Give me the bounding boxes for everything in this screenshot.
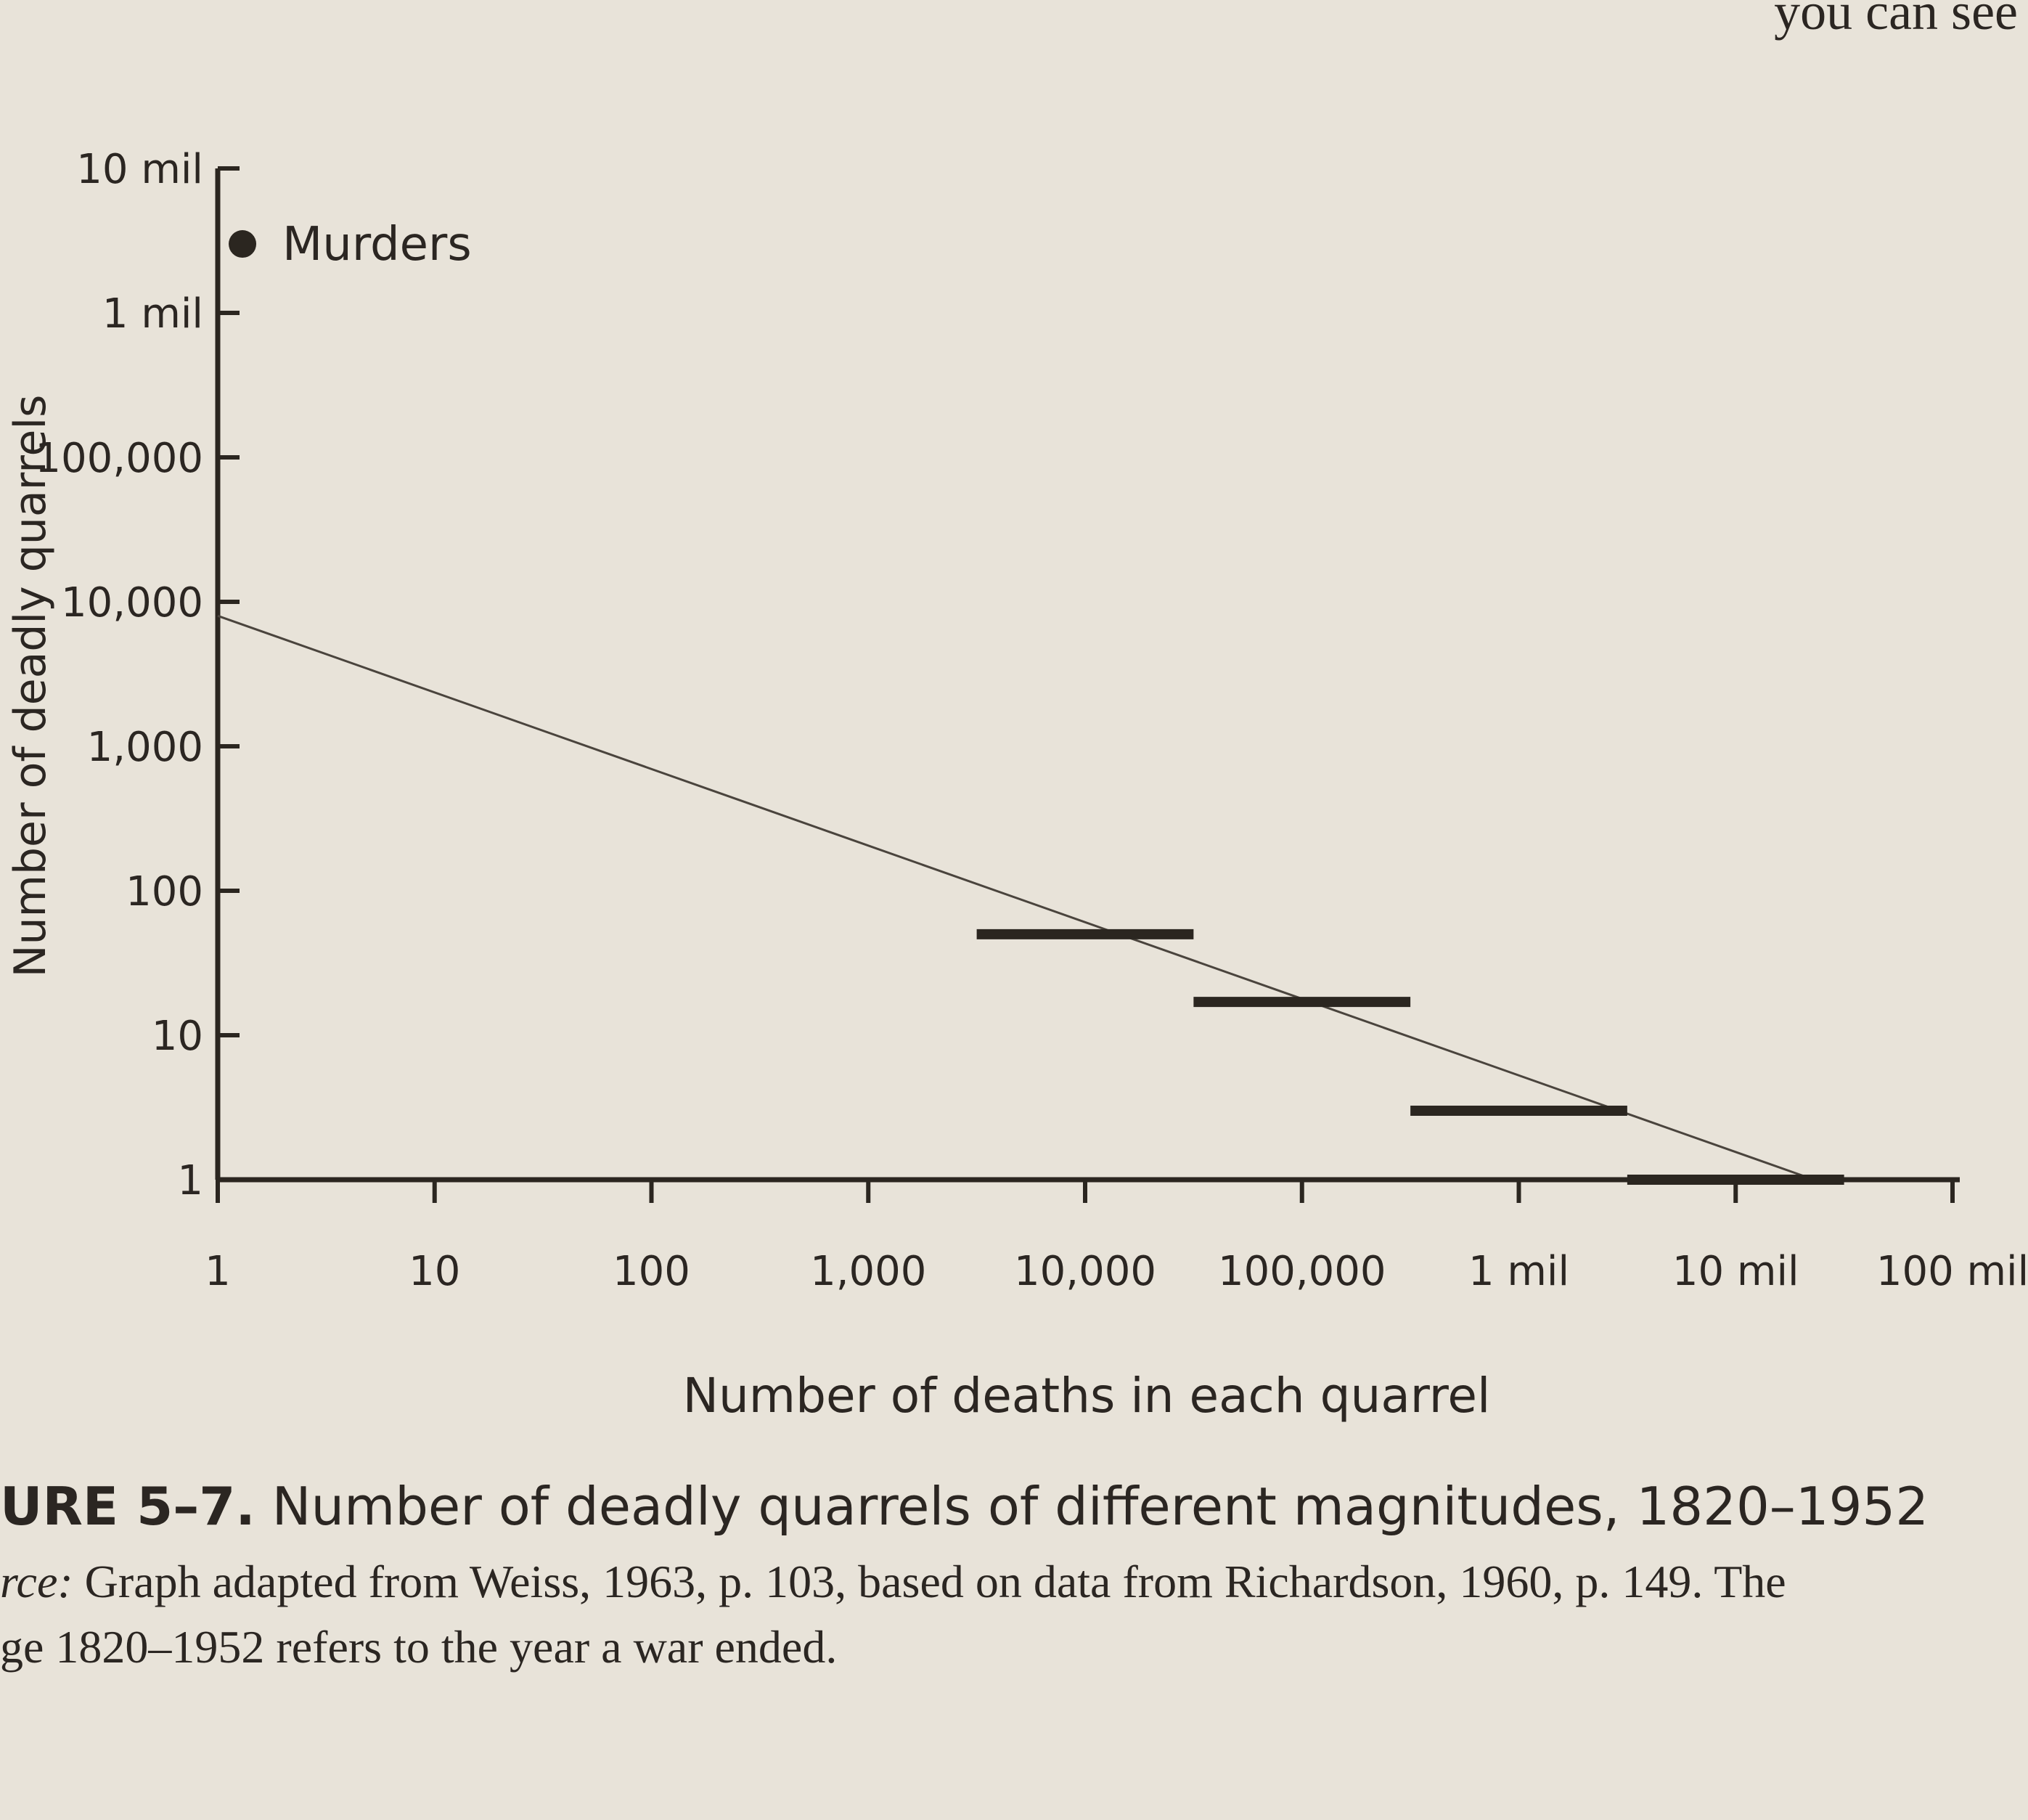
x-tick-label: 1 mil (1468, 1248, 1569, 1295)
y-tick-label: 10 (152, 1013, 203, 1060)
y-tick-label: 1 (177, 1157, 203, 1204)
fit-line (217, 614, 1815, 1181)
source-label: rce: (0, 1556, 73, 1607)
x-tick-label: 100 mil (1876, 1248, 2028, 1295)
y-tick-label: 1,000 (87, 724, 203, 771)
y-axis-label: Number of deadly quarrels (5, 395, 56, 978)
y-tick-label: 100 (126, 868, 203, 915)
x-tick-label: 10 mil (1672, 1248, 1799, 1295)
x-tick-label: 10 (409, 1248, 460, 1295)
x-tick-label: 10,000 (1014, 1248, 1156, 1295)
x-tick-label: 100 (613, 1248, 690, 1295)
x-tick-label: 1 (205, 1248, 231, 1295)
y-tick-label: 1 mil (102, 290, 203, 338)
point-label: Murders (282, 218, 472, 272)
source-line: rce: Graph adapted from Weiss, 1963, p. … (0, 1556, 1786, 1607)
source-line: ge 1820–1952 refers to the year a war en… (0, 1621, 837, 1673)
x-axis-label: Number of deaths in each quarrel (683, 1368, 1491, 1424)
y-tick-label: 10,000 (61, 579, 203, 627)
figure-label: URE 5–7. (0, 1476, 255, 1537)
x-tick-label: 1,000 (810, 1248, 926, 1295)
caption: URE 5–7. Number of deadly quarrels of di… (0, 1476, 1929, 1537)
chart-title: Number of deadly quarrels of different m… (272, 1476, 1929, 1537)
y-tick-label: 10 mil (76, 146, 203, 193)
point (229, 230, 257, 258)
source-text: Graph adapted from Weiss, 1963, p. 103, … (85, 1556, 1786, 1607)
y-tick-label: 100,000 (35, 435, 203, 482)
page-text: you can see (1774, 0, 2018, 41)
x-tick-label: 100,000 (1218, 1248, 1386, 1295)
